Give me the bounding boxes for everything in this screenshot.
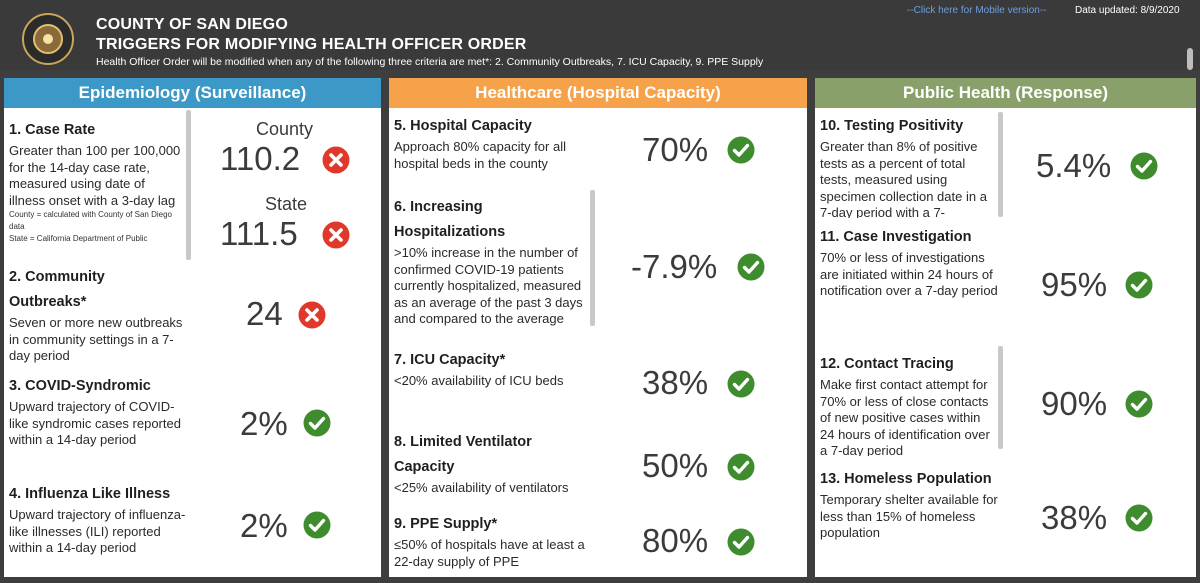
- check-icon: [1130, 152, 1158, 180]
- icu-capacity-description: <20% availability of ICU beds: [394, 373, 564, 388]
- check-icon: [727, 453, 755, 481]
- hospitalizations-description: >10% increase in the number of confirmed…: [394, 245, 583, 326]
- influenza-description: Upward trajectory of influenza-like illn…: [9, 507, 186, 555]
- contact-tracing-value: 90%: [1041, 385, 1108, 422]
- county-case-rate-value: 110.2: [220, 140, 301, 177]
- check-icon: [727, 370, 755, 398]
- cross-icon: [322, 221, 350, 249]
- hospital-capacity-criteria: 5. Hospital Capacity Approach 80% capaci…: [394, 114, 594, 172]
- case-rate-title: 1. Case Rate: [9, 122, 96, 138]
- page-subtitle: Health Officer Order will be modified wh…: [96, 56, 764, 68]
- state-note: State = California Department of Public: [9, 234, 148, 243]
- contact-tracing-criteria: 12. Contact Tracing Make first contact a…: [820, 352, 998, 456]
- ventilator-criteria: 8. Limited Ventilator Capacity <25% avai…: [394, 430, 604, 497]
- hospitalizations-title-line2: Hospitalizations: [394, 224, 506, 240]
- county-title: COUNTY OF SAN DIEGO: [96, 16, 288, 33]
- mobile-version-link[interactable]: --Click here for Mobile version--: [907, 5, 1047, 16]
- page-title: TRIGGERS FOR MODIFYING HEALTH OFFICER OR…: [96, 36, 527, 53]
- icu-capacity-value: 38%: [642, 364, 709, 401]
- testing-positivity-criteria: 10. Testing Positivity Greater than 8% o…: [820, 114, 998, 218]
- influenza-criteria: 4. Influenza Like Illness Upward traject…: [9, 482, 189, 557]
- epidemiology-panel: Epidemiology (Surveillance) 1. Case Rate…: [4, 78, 381, 577]
- check-icon: [303, 409, 331, 437]
- data-updated-label: Data updated: 8/9/2020: [1075, 5, 1180, 16]
- check-icon: [737, 253, 765, 281]
- check-icon: [303, 511, 331, 539]
- healthcare-panel: Healthcare (Hospital Capacity) 5. Hospit…: [389, 78, 807, 577]
- hospitalizations-scrollbar[interactable]: [590, 190, 595, 326]
- hospitalizations-title-line1: 6. Increasing: [394, 199, 483, 215]
- community-outbreaks-description: Seven or more new outbreaks in community…: [9, 315, 183, 363]
- testing-positivity-title: 10. Testing Positivity: [820, 118, 964, 134]
- covid-syndromic-title: 3. COVID-Syndromic: [9, 378, 151, 394]
- state-label: State: [265, 194, 308, 214]
- homeless-population-title: 13. Homeless Population: [820, 471, 992, 487]
- ventilator-title-line1: 8. Limited Ventilator: [394, 434, 532, 450]
- case-rate-description: Greater than 100 per 100,000 for the 14-…: [9, 143, 181, 208]
- homeless-population-description: Temporary shelter available for less tha…: [820, 492, 998, 540]
- ppe-supply-value: 80%: [642, 522, 709, 559]
- state-case-rate-value: 111.5: [220, 215, 298, 252]
- influenza-title: 4. Influenza Like Illness: [9, 486, 171, 502]
- cross-icon: [298, 301, 326, 329]
- covid-syndromic-criteria: 3. COVID-Syndromic Upward trajectory of …: [9, 374, 189, 449]
- ppe-supply-criteria: 9. PPE Supply* ≤50% of hospitals have at…: [394, 512, 599, 570]
- hospital-capacity-value: 70%: [642, 131, 709, 168]
- covid-syndromic-value: 2%: [240, 405, 288, 442]
- hospitalizations-value: -7.9%: [631, 248, 718, 285]
- contact-tracing-scrollbar[interactable]: [998, 346, 1003, 449]
- county-label: County: [256, 119, 314, 139]
- public-health-panel: Public Health (Response) 10. Testing Pos…: [815, 78, 1196, 577]
- check-icon: [727, 136, 755, 164]
- ventilator-description: <25% availability of ventilators: [394, 480, 569, 495]
- homeless-population-criteria: 13. Homeless Population Temporary shelte…: [820, 467, 1005, 542]
- county-seal-logo: [22, 13, 74, 65]
- hospitalizations-criteria: 6. Increasing Hospitalizations >10% incr…: [394, 195, 590, 341]
- contact-tracing-description: Make first contact attempt for 70% or le…: [820, 377, 990, 456]
- header-scrollbar[interactable]: [1187, 48, 1193, 70]
- cross-icon: [322, 146, 350, 174]
- ventilator-value: 50%: [642, 447, 709, 484]
- icu-capacity-criteria: 7. ICU Capacity* <20% availability of IC…: [394, 348, 594, 390]
- ppe-supply-title: 9. PPE Supply*: [394, 516, 498, 532]
- ppe-supply-description: ≤50% of hospitals have at least a 22-day…: [394, 537, 585, 569]
- community-outbreaks-criteria: 2. Community Outbreaks* Seven or more ne…: [9, 265, 189, 365]
- check-icon: [1125, 271, 1153, 299]
- case-investigation-description: 70% or less of investigations are initia…: [820, 250, 998, 298]
- ventilator-title-line2: Capacity: [394, 459, 455, 475]
- case-rate-criteria: 1. Case Rate Greater than 100 per 100,00…: [9, 118, 184, 260]
- check-icon: [727, 528, 755, 556]
- covid-syndromic-description: Upward trajectory of COVID-like syndromi…: [9, 399, 181, 447]
- case-rate-scrollbar[interactable]: [186, 110, 191, 260]
- influenza-value: 2%: [240, 507, 288, 544]
- case-investigation-title: 11. Case Investigation: [820, 229, 972, 245]
- contact-tracing-title: 12. Contact Tracing: [820, 356, 954, 372]
- icu-capacity-title: 7. ICU Capacity*: [394, 352, 506, 368]
- county-note: County = calculated with County of San D…: [9, 210, 172, 231]
- hospital-capacity-title: 5. Hospital Capacity: [394, 118, 532, 134]
- check-icon: [1125, 390, 1153, 418]
- community-outbreaks-value: 24: [246, 295, 283, 332]
- case-investigation-criteria: 11. Case Investigation 70% or less of in…: [820, 225, 998, 300]
- dashboard-header: COUNTY OF SAN DIEGO TRIGGERS FOR MODIFYI…: [0, 0, 1200, 70]
- homeless-population-value: 38%: [1041, 499, 1108, 536]
- case-investigation-value: 95%: [1041, 266, 1108, 303]
- check-icon: [1125, 504, 1153, 532]
- community-outbreaks-title-line2: Outbreaks*: [9, 294, 87, 310]
- healthcare-panel-title: Healthcare (Hospital Capacity): [389, 78, 807, 108]
- testing-positivity-scrollbar[interactable]: [998, 112, 1003, 217]
- public-health-panel-title: Public Health (Response): [815, 78, 1196, 108]
- hospital-capacity-description: Approach 80% capacity for all hospital b…: [394, 139, 566, 171]
- testing-positivity-value: 5.4%: [1036, 147, 1112, 184]
- testing-positivity-description: Greater than 8% of positive tests as a p…: [820, 139, 987, 218]
- epidemiology-panel-title: Epidemiology (Surveillance): [4, 78, 381, 108]
- community-outbreaks-title-line1: 2. Community: [9, 269, 105, 285]
